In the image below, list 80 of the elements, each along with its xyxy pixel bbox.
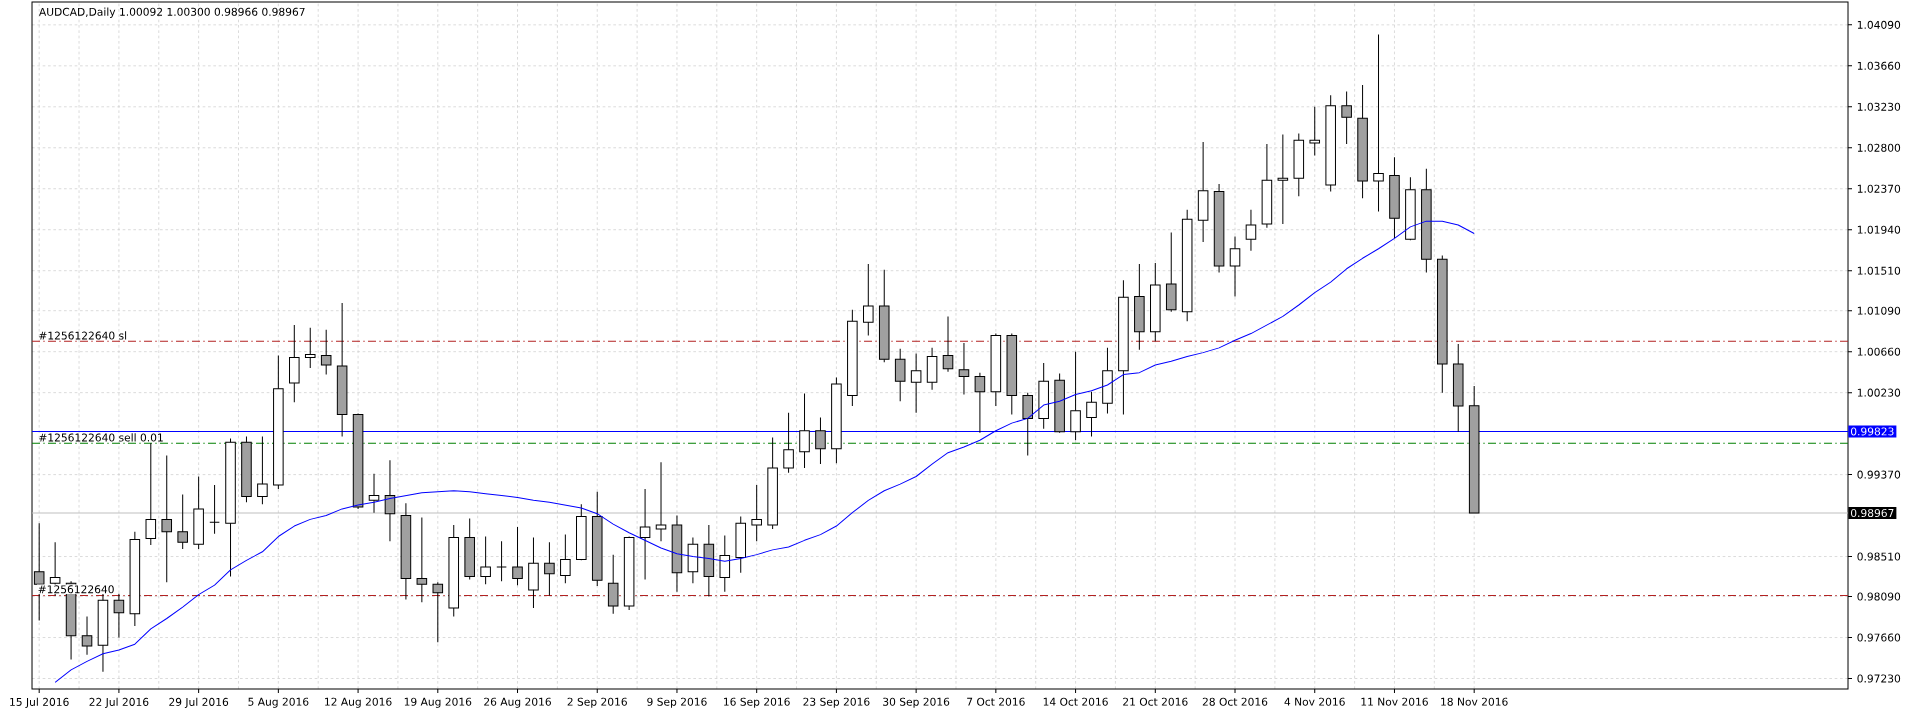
y-tick-label: 1.01510 <box>1857 266 1901 275</box>
x-tick-label: 23 Sep 2016 <box>803 697 870 708</box>
candlestick <box>81 616 93 656</box>
y-tick-label: 1.03230 <box>1857 102 1901 111</box>
x-tick-label: 28 Oct 2016 <box>1202 697 1268 706</box>
candlestick <box>145 442 157 546</box>
y-tick-label: 0.99370 <box>1857 470 1901 479</box>
candlestick <box>368 473 380 514</box>
candlestick <box>416 516 428 603</box>
candlestick <box>1245 209 1257 252</box>
x-tick-label: 11 Nov 2016 <box>1361 697 1428 706</box>
candlestick <box>161 455 173 583</box>
y-tick-label: 1.00230 <box>1857 388 1901 397</box>
candlestick <box>655 461 667 542</box>
y-tick-label: 0.97660 <box>1857 633 1901 642</box>
x-tick-label: 7 Oct 2016 <box>967 697 1025 706</box>
candlestick <box>209 484 220 535</box>
ref-line-label: 0.98967 <box>1850 508 1894 518</box>
x-tick-label: 19 Aug 2016 <box>404 697 472 708</box>
x-tick-label: 9 Sep 2016 <box>647 697 707 708</box>
candlestick <box>1309 106 1321 156</box>
x-tick-label: 2 Sep 2016 <box>567 697 627 708</box>
candlestick <box>1022 392 1034 457</box>
x-tick-label: 26 Aug 2016 <box>484 697 551 708</box>
candlestick <box>1070 351 1081 441</box>
x-tick-label: 30 Sep 2016 <box>883 697 950 708</box>
candlestick <box>719 535 731 593</box>
x-tick-label: 16 Sep 2016 <box>724 697 790 708</box>
x-tick-label: 5 Aug 2016 <box>248 697 309 708</box>
candlestick <box>304 327 316 369</box>
candlestick <box>1086 391 1097 437</box>
y-tick-label: 1.04090 <box>1857 20 1901 29</box>
candlestick <box>783 412 794 474</box>
annotation: #1256122640 <box>38 585 114 594</box>
candlestick <box>320 329 332 376</box>
candlestick <box>974 372 986 434</box>
y-tick-label: 1.03660 <box>1857 61 1901 70</box>
x-tick-label: 22 Jul 2016 <box>89 697 149 708</box>
candlestick <box>496 540 507 582</box>
candlestick <box>910 353 922 414</box>
x-tick-label: 18 Nov 2016 <box>1441 697 1508 706</box>
x-tick-label: 4 Nov 2016 <box>1284 697 1345 706</box>
candlestick <box>512 526 523 586</box>
x-tick-label: 12 Aug 2016 <box>325 697 392 708</box>
candlestick <box>1229 235 1241 297</box>
x-tick-label: 29 Jul 2016 <box>169 697 229 708</box>
y-tick-label: 1.01090 <box>1857 306 1901 315</box>
candlestick <box>751 484 762 542</box>
ref-line-label: 0.99823 <box>1850 427 1894 436</box>
candlestick <box>815 416 826 465</box>
ref-line-label: #1256122640 sell 0.01 <box>39 433 163 442</box>
candlestick <box>607 554 619 615</box>
y-tick-label: 1.02800 <box>1857 143 1901 152</box>
y-tick-label: 1.00660 <box>1857 347 1901 356</box>
candlestick <box>1341 91 1352 145</box>
candlestick <box>560 534 571 584</box>
candlestick <box>432 581 444 643</box>
candlestick <box>639 488 651 580</box>
x-tick-label: 14 Oct 2016 <box>1043 697 1108 706</box>
candlestick <box>480 536 491 585</box>
candlestick <box>1277 133 1289 225</box>
y-tick-label: 1.02370 <box>1857 184 1901 193</box>
y-tick-label: 0.97230 <box>1857 674 1901 683</box>
x-tick-label: 15 Jul 2016 <box>10 697 69 708</box>
candlestick <box>544 541 555 597</box>
candlestick <box>958 342 970 396</box>
x-tick-label: 21 Oct 2016 <box>1123 697 1188 706</box>
y-tick-label: 0.98090 <box>1857 592 1901 601</box>
y-tick-label: 1.01940 <box>1857 225 1901 234</box>
ref-line-label: #1256122640 sl <box>39 331 127 340</box>
y-tick-label: 0.98510 <box>1857 552 1901 561</box>
candlestick <box>257 435 268 505</box>
candlestick <box>177 494 188 550</box>
text: AUDCAD,Daily 1.00092 1.00300 0.98966 0.98967 <box>39 7 305 18</box>
candlestick <box>863 263 874 336</box>
candlestick <box>942 315 954 373</box>
candlestick <box>799 393 810 469</box>
candlestick <box>1373 33 1384 213</box>
candlestick <box>113 593 125 639</box>
candlestick <box>894 348 906 402</box>
